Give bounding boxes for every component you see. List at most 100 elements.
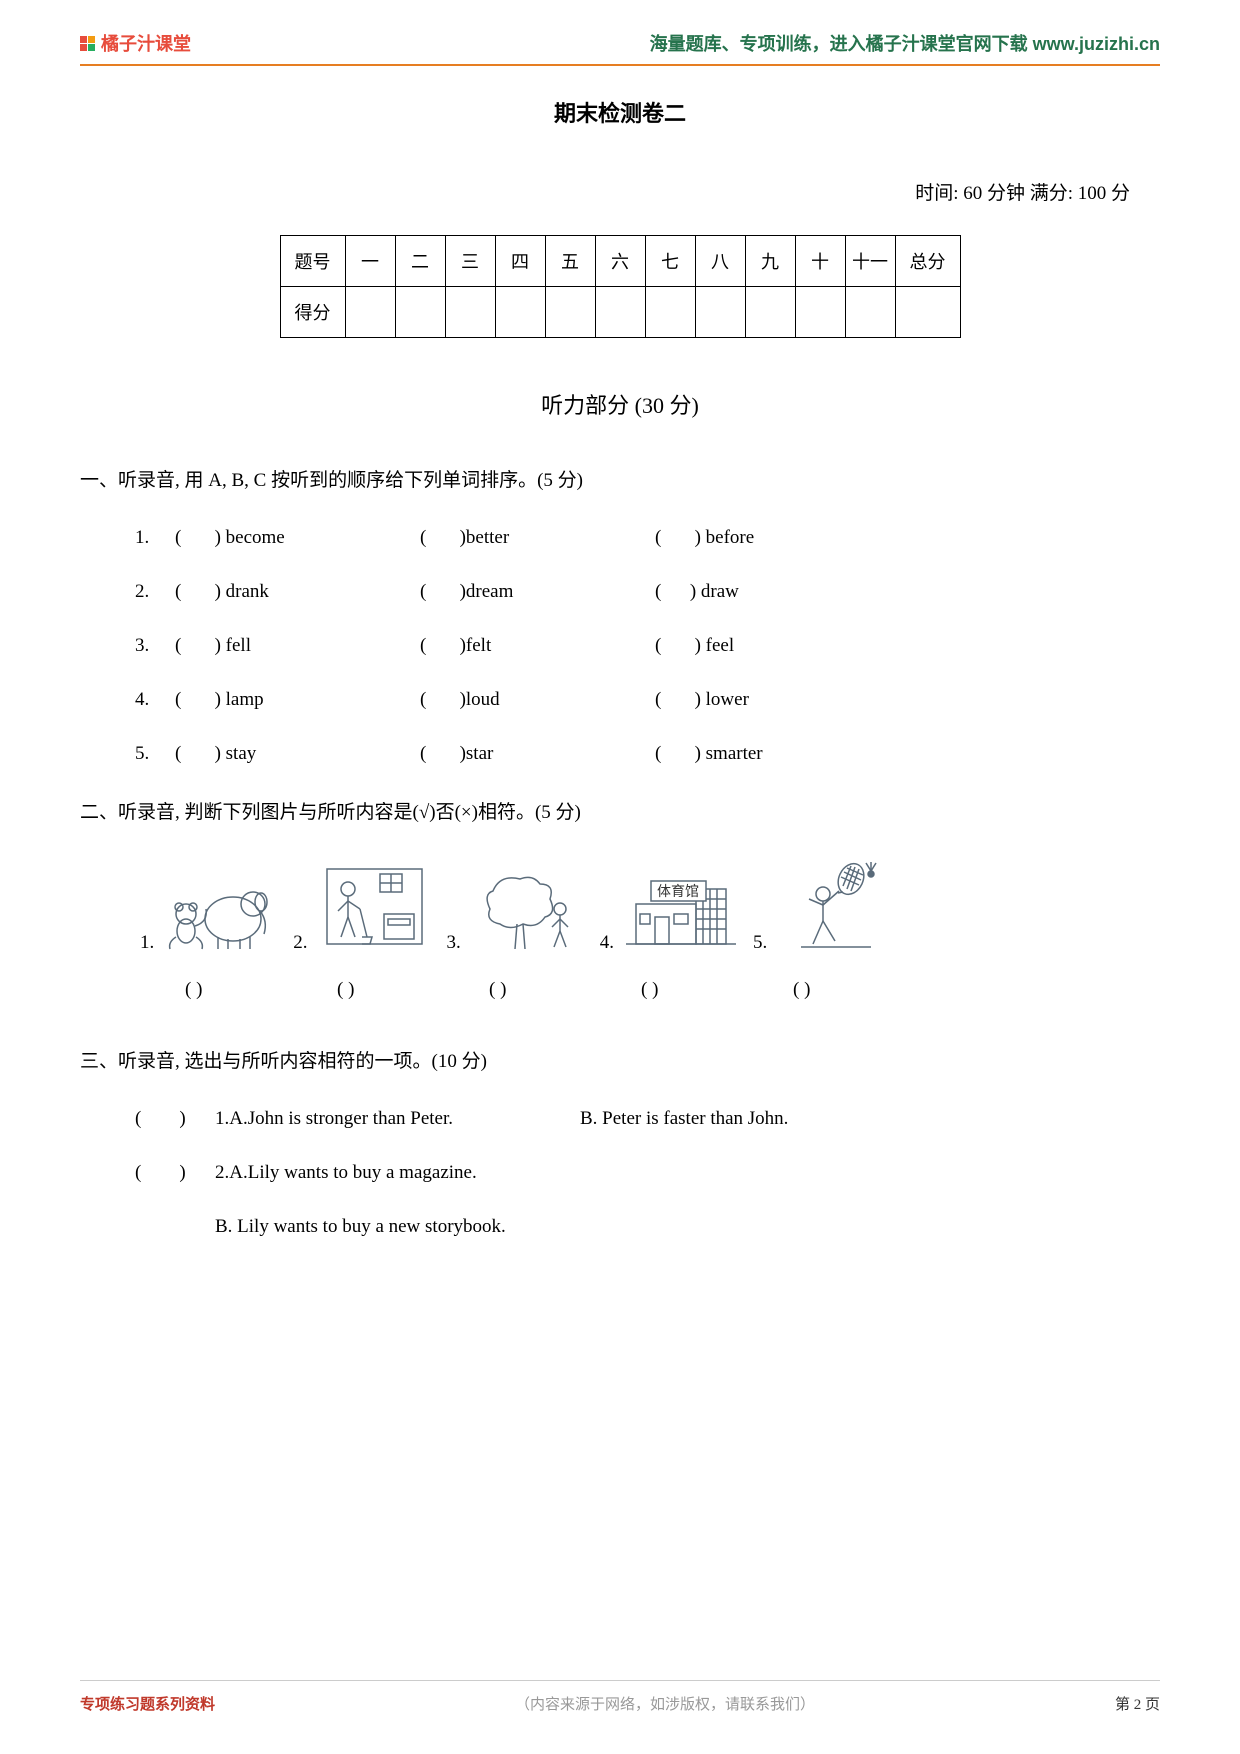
table-cell <box>445 287 495 338</box>
q2-image-item: 5. <box>753 859 896 954</box>
exam-title: 期末检测卷二 <box>80 96 1160 128</box>
word-option: ( ) fell <box>175 635 420 657</box>
table-cell: 三 <box>445 236 495 287</box>
cleaning-room-icon <box>312 859 437 954</box>
item-number: 4. <box>600 932 614 954</box>
tree-person-icon <box>465 859 590 954</box>
word-option: ( )felt <box>420 635 655 657</box>
q3-heading: 三、听录音, 选出与所听内容相符的一项。(10 分) <box>80 1046 1160 1073</box>
q2-heading: 二、听录音, 判断下列图片与所听内容是(√)否(×)相符。(5 分) <box>80 797 1160 824</box>
option-a: 2.A.Lily wants to buy a magazine. <box>215 1162 477 1184</box>
item-number: 3. <box>135 635 175 657</box>
q1-word-row: 5.( ) stay( )star( ) smarter <box>80 743 1160 765</box>
table-cell: 五 <box>545 236 595 287</box>
section-title: 听力部分 (30 分) <box>80 388 1160 420</box>
table-cell <box>595 287 645 338</box>
time-score: 时间: 60 分钟 满分: 100 分 <box>80 178 1160 205</box>
word-option: ( ) stay <box>175 743 420 765</box>
table-cell <box>495 287 545 338</box>
q2-image-item: 2. <box>293 859 436 954</box>
table-cell <box>395 287 445 338</box>
answer-blank: ( ) <box>185 979 337 1001</box>
brand: 橘子汁课堂 <box>80 30 191 56</box>
table-cell <box>895 287 960 338</box>
item-number: 3. <box>447 932 461 954</box>
table-cell <box>845 287 895 338</box>
answer-blank: ( ) <box>135 1162 215 1184</box>
brand-text: 橘子汁课堂 <box>101 30 191 56</box>
table-cell <box>645 287 695 338</box>
answer-blank: ( ) <box>135 1108 215 1130</box>
score-table: 题号 一 二 三 四 五 六 七 八 九 十 十一 总分 得分 <box>280 235 961 338</box>
table-cell <box>745 287 795 338</box>
table-cell: 九 <box>745 236 795 287</box>
monkey-elephant-icon <box>158 859 283 954</box>
table-row: 题号 一 二 三 四 五 六 七 八 九 十 十一 总分 <box>280 236 960 287</box>
table-cell: 一 <box>345 236 395 287</box>
q2-image-row: 1. <box>80 859 1160 954</box>
table-cell: 四 <box>495 236 545 287</box>
table-cell <box>345 287 395 338</box>
q1-word-row: 2.( ) drank( )dream( ) draw <box>80 581 1160 603</box>
word-option: ( ) draw <box>655 581 855 603</box>
item-number: 2. <box>293 932 307 954</box>
table-cell <box>695 287 745 338</box>
q1-word-row: 4.( ) lamp( )loud( ) lower <box>80 689 1160 711</box>
word-option: ( )star <box>420 743 655 765</box>
page-footer: 专项练习题系列资料 （内容来源于网络，如涉版权，请联系我们） 第 2 页 <box>80 1680 1160 1714</box>
table-cell: 得分 <box>280 287 345 338</box>
q1-word-row: 1.( ) become( )better( ) before <box>80 527 1160 549</box>
table-cell: 六 <box>595 236 645 287</box>
table-cell: 八 <box>695 236 745 287</box>
answer-blank: ( ) <box>489 979 641 1001</box>
option-b: B. Peter is faster than John. <box>580 1108 788 1130</box>
word-option: ( ) lower <box>655 689 855 711</box>
word-option: ( ) lamp <box>175 689 420 711</box>
word-option: ( ) become <box>175 527 420 549</box>
word-option: ( )better <box>420 527 655 549</box>
footer-right: 第 2 页 <box>1115 1693 1160 1714</box>
brand-logo-icon <box>80 36 95 51</box>
word-option: ( ) drank <box>175 581 420 603</box>
word-option: ( ) before <box>655 527 855 549</box>
gymnasium-icon: 体育馆 <box>618 859 743 954</box>
q2-image-item: 1. <box>140 859 283 954</box>
table-row: 得分 <box>280 287 960 338</box>
answer-blank: ( ) <box>337 979 489 1001</box>
word-option: ( )loud <box>420 689 655 711</box>
page-header: 橘子汁课堂 海量题库、专项训练，进入橘子汁课堂官网下载 www.juzizhi.… <box>80 30 1160 64</box>
word-option: ( )dream <box>420 581 655 603</box>
header-link-text: 海量题库、专项训练，进入橘子汁课堂官网下载 www.juzizhi.cn <box>650 30 1160 56</box>
table-cell: 题号 <box>280 236 345 287</box>
table-cell <box>795 287 845 338</box>
q1-word-row: 3.( ) fell( )felt( ) feel <box>80 635 1160 657</box>
item-number: 2. <box>135 581 175 603</box>
q3-item: ( ) 1.A.John is stronger than Peter. B. … <box>80 1108 1160 1130</box>
q1-heading: 一、听录音, 用 A, B, C 按听到的顺序给下列单词排序。(5 分) <box>80 465 1160 492</box>
footer-center: （内容来源于网络，如涉版权，请联系我们） <box>515 1693 815 1714</box>
option-b: B. Lily wants to buy a new storybook. <box>80 1216 1160 1238</box>
badminton-icon <box>771 859 896 954</box>
gym-label: 体育馆 <box>657 884 699 900</box>
item-number: 5. <box>135 743 175 765</box>
q2-image-item: 3. <box>447 859 590 954</box>
q3-item: ( ) 2.A.Lily wants to buy a magazine. <box>80 1162 1160 1184</box>
answer-blank: ( ) <box>641 979 793 1001</box>
answer-blank: ( ) <box>793 979 945 1001</box>
item-number: 5. <box>753 932 767 954</box>
table-cell: 十一 <box>845 236 895 287</box>
q2-paren-row: ( ) ( ) ( ) ( ) ( ) <box>80 979 1160 1001</box>
item-number: 1. <box>135 527 175 549</box>
table-cell <box>545 287 595 338</box>
table-cell: 总分 <box>895 236 960 287</box>
table-cell: 二 <box>395 236 445 287</box>
word-option: ( ) smarter <box>655 743 855 765</box>
q2-image-item: 4. <box>600 859 743 954</box>
footer-left: 专项练习题系列资料 <box>80 1693 215 1714</box>
option-a: 1.A.John is stronger than Peter. <box>215 1108 580 1130</box>
word-option: ( ) feel <box>655 635 855 657</box>
footer-rule <box>80 1680 1160 1681</box>
item-number: 4. <box>135 689 175 711</box>
header-rule <box>80 64 1160 66</box>
table-cell: 七 <box>645 236 695 287</box>
